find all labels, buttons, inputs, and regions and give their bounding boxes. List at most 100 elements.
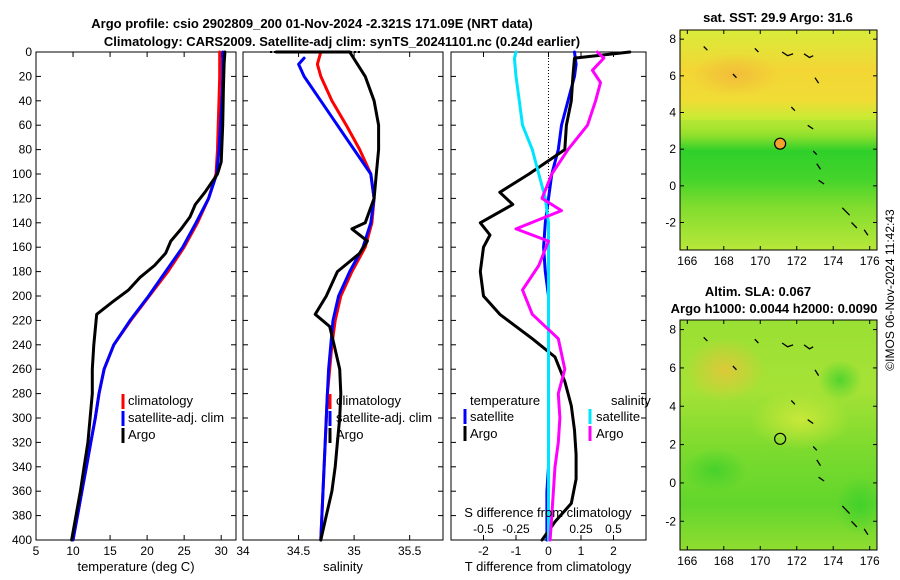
depth-tick-label: 180 bbox=[12, 265, 32, 279]
legend-label-climatology: climatology bbox=[336, 393, 402, 408]
sst-front-band bbox=[680, 120, 877, 126]
salinity-series bbox=[274, 50, 381, 542]
depth-tick-label: 140 bbox=[12, 216, 32, 230]
temperature-axes-frame bbox=[35, 51, 237, 541]
sst-map-frame bbox=[679, 29, 878, 251]
s-diff-tick-label: -0.25 bbox=[502, 522, 530, 536]
sla-low-patch-1 bbox=[818, 360, 862, 400]
difference-top-xlabel: S difference from climatology bbox=[464, 505, 632, 520]
x-tick-label: 34.5 bbox=[287, 544, 311, 558]
island-coastline bbox=[790, 400, 796, 405]
legend-label-t-argo: Argo bbox=[470, 426, 497, 441]
x-tick-label: 20 bbox=[140, 544, 154, 558]
x-tick-label: 10 bbox=[66, 544, 80, 558]
s-diff-tick-label: -0.5 bbox=[473, 522, 494, 536]
lat-tick-label: -2 bbox=[665, 514, 676, 528]
island-coastline bbox=[754, 47, 759, 53]
island-coastline bbox=[816, 163, 822, 170]
island-coastline bbox=[807, 419, 814, 425]
sla-high-patch bbox=[685, 338, 765, 402]
series-satellite-adj-clim bbox=[297, 56, 376, 542]
figure-title-line1: Argo profile: csio 2902809_200 01-Nov-20… bbox=[91, 16, 533, 31]
island-coastline bbox=[732, 365, 737, 371]
sst-map-panel: sat. SST: 29.9 Argo: 31.6 bbox=[665, 10, 880, 268]
legend-title-temperature: temperature bbox=[470, 393, 540, 408]
depth-tick-label: 80 bbox=[19, 143, 33, 157]
figure-title-line2: Climatology: CARS2009. Satellite-adj cli… bbox=[104, 34, 580, 49]
legend-label-s-argo: Argo bbox=[596, 426, 623, 441]
legend-label-satellite: satellite-adj. clim bbox=[128, 410, 224, 425]
lon-tick-label: 174 bbox=[823, 554, 843, 568]
argo-location-marker bbox=[774, 137, 787, 150]
x-tick-label: 15 bbox=[103, 544, 117, 558]
legend-label-satellite: satellite-adj. clim bbox=[336, 410, 432, 425]
lon-tick-label: 170 bbox=[750, 254, 770, 268]
sla-map-frame bbox=[679, 319, 878, 551]
sla-low-patch-2 bbox=[683, 448, 747, 492]
x-tick-label: -2 bbox=[478, 544, 489, 558]
series-t-argo bbox=[478, 50, 632, 542]
sst-map-coastlines bbox=[703, 46, 869, 236]
lat-tick-label: 6 bbox=[669, 69, 676, 83]
island-coastline bbox=[803, 53, 814, 59]
depth-tick-label: 160 bbox=[12, 240, 32, 254]
island-coastline bbox=[812, 446, 818, 451]
lon-tick-label: 176 bbox=[860, 254, 880, 268]
lon-tick-label: 168 bbox=[714, 254, 734, 268]
island-coastline bbox=[863, 528, 869, 536]
island-coastline bbox=[790, 106, 796, 112]
x-tick-label: 1 bbox=[578, 544, 585, 558]
depth-tick-label: 20 bbox=[19, 69, 33, 83]
depth-tick-label: 320 bbox=[12, 435, 32, 449]
island-coastline bbox=[814, 77, 820, 84]
salinity-axes-frame bbox=[242, 51, 444, 541]
depth-tick-label: 0 bbox=[25, 45, 32, 59]
difference-series bbox=[478, 50, 632, 542]
sla-map-title: Altim. SLA: 0.067 bbox=[705, 284, 811, 299]
salinity-x-axis: 34 34.5 35 35.5 bbox=[236, 52, 422, 558]
legend-label-climatology: climatology bbox=[128, 393, 194, 408]
island-coastline bbox=[812, 150, 818, 156]
x-tick-label: 5 bbox=[33, 544, 40, 558]
island-coastline bbox=[703, 336, 708, 342]
x-tick-label: 25 bbox=[177, 544, 191, 558]
series-satellite-adj-clim bbox=[71, 50, 225, 542]
sla-low-patch-3 bbox=[836, 475, 877, 535]
argo-location-marker bbox=[774, 432, 787, 445]
sla-map-coastlines bbox=[703, 336, 869, 536]
sst-warm-patch bbox=[690, 53, 780, 97]
sla-map-subtitle: Argo h1000: 0.0044 h2000: 0.0090 bbox=[671, 301, 878, 316]
depth-tick-label: 120 bbox=[12, 191, 32, 205]
island-coastline bbox=[818, 179, 825, 185]
lon-tick-label: 174 bbox=[823, 254, 843, 268]
difference-xlabel: T difference from climatology bbox=[465, 559, 632, 574]
x-tick-label: 34 bbox=[236, 544, 250, 558]
temperature-x-axis: 5 10 15 20 25 30 bbox=[33, 52, 229, 558]
depth-tick-label: 240 bbox=[12, 338, 32, 352]
island-coastline bbox=[863, 229, 869, 236]
x-tick-label: 30 bbox=[215, 544, 229, 558]
depth-tick-label: 400 bbox=[12, 533, 32, 547]
island-coastline bbox=[841, 207, 851, 216]
sst-map-title: sat. SST: 29.9 Argo: 31.6 bbox=[703, 10, 853, 25]
depth-axis: 0 20 40 60 80 100 120 140 160 180 200 220 240 260 280 3… bbox=[12, 45, 236, 547]
salinity-legend: climatology satellite-adj. clim Argo bbox=[328, 393, 432, 443]
depth-tick-label: 60 bbox=[19, 118, 33, 132]
x-tick-label: 2 bbox=[610, 544, 617, 558]
x-tick-label: 35.5 bbox=[398, 544, 422, 558]
legend-title-salinity: salinity bbox=[611, 393, 651, 408]
legend-label-s-satellite: satellite bbox=[596, 409, 640, 424]
island-coastline bbox=[703, 46, 708, 51]
lon-tick-label: 172 bbox=[787, 554, 807, 568]
lat-tick-label: 2 bbox=[669, 142, 676, 156]
depth-tick-label: 260 bbox=[12, 362, 32, 376]
lon-tick-label: 168 bbox=[714, 554, 734, 568]
lat-tick-label: 2 bbox=[669, 438, 676, 452]
temperature-series bbox=[70, 50, 227, 542]
temperature-xlabel: temperature (deg C) bbox=[77, 559, 194, 574]
lon-tick-label: 176 bbox=[860, 554, 880, 568]
island-coastline bbox=[803, 344, 814, 350]
depth-tick-label: 220 bbox=[12, 313, 32, 327]
lat-tick-label: 8 bbox=[669, 323, 676, 337]
